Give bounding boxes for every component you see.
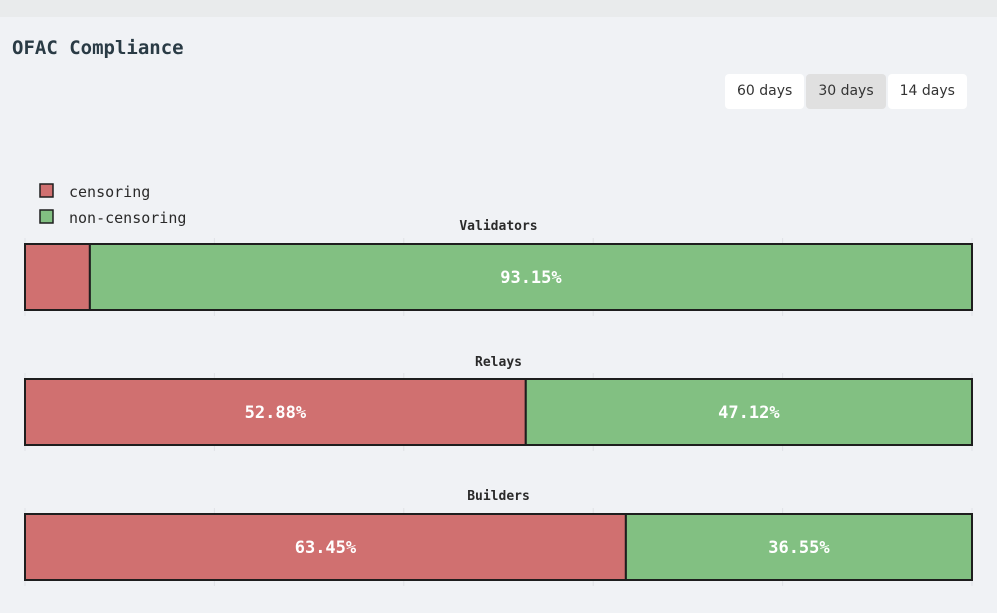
bar-segment-builders-non-censoring [624,513,974,581]
range-button-30-days[interactable]: 30 days [806,74,886,109]
range-button-14-days[interactable]: 14 days [887,74,967,109]
bar-segment-relays-non-censoring [524,378,974,446]
bar-segment-relays-censoring [24,378,527,446]
panel-builders: Builders 63.45% 36.55% [24,489,974,581]
data-label-builders-non-censoring: 36.55% [768,538,830,558]
time-range-selector: 60 days 30 days 14 days [725,74,967,109]
data-label-relays-censoring: 52.88% [245,403,307,423]
panel-title-relays: Relays [475,355,522,370]
data-label-relays-non-censoring: 47.12% [718,403,780,423]
legend: censoring non-censoring [39,183,186,227]
legend-swatch-non-censoring [39,209,54,224]
legend-label-censoring: censoring [69,183,150,201]
data-label-builders-censoring: 63.45% [295,538,357,558]
bar-segment-builders-censoring [24,513,627,581]
panel-validators: Validators 93.15% [24,219,973,311]
page-title: OFAC Compliance [12,37,184,59]
top-strip [0,0,997,17]
panel-title-validators: Validators [459,219,537,234]
bar-segment-validators-non-censoring [88,243,973,311]
bar-segment-validators-censoring [24,243,91,311]
panel-title-builders: Builders [467,489,530,504]
legend-swatch-censoring [39,183,54,198]
range-button-60-days[interactable]: 60 days [725,74,805,109]
data-label-validators-non-censoring: 93.15% [500,268,562,288]
panel-relays: Relays 52.88% 47.12% [24,355,974,446]
legend-label-non-censoring: non-censoring [69,209,186,227]
